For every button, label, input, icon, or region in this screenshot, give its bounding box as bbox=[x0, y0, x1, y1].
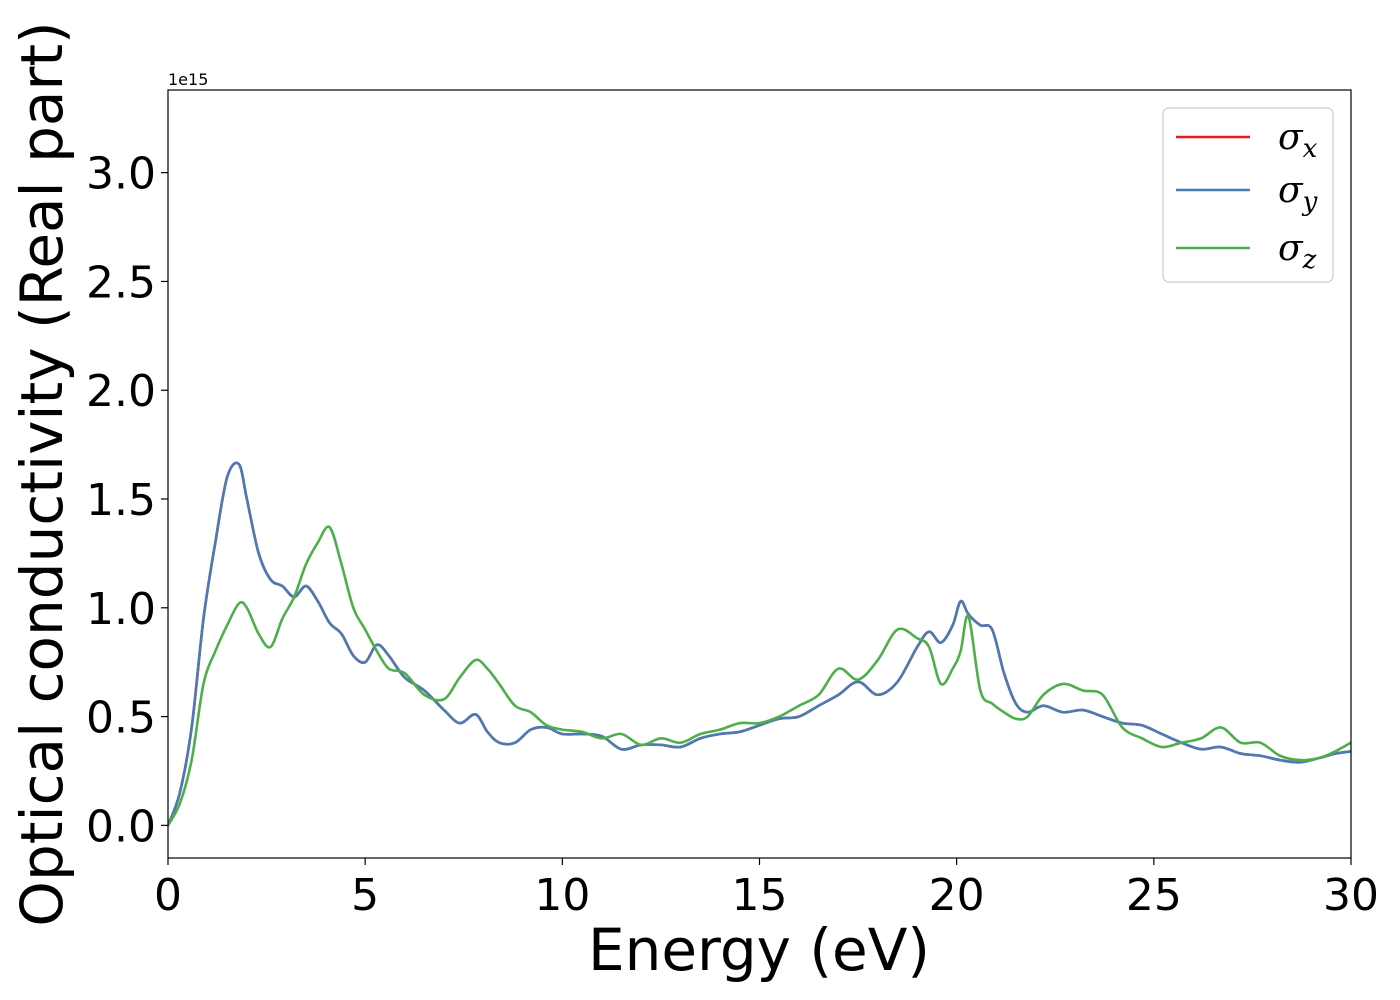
x-tick-label: 10 bbox=[534, 870, 590, 921]
series-line-sigma-y bbox=[168, 461, 1351, 827]
series-layer bbox=[168, 461, 1351, 827]
x-tick-label: 15 bbox=[732, 870, 788, 921]
y-tick-label: 2.0 bbox=[86, 366, 156, 417]
series-line-sigma-x bbox=[168, 461, 1351, 827]
y-axis-title: Optical conductivity (Real part) bbox=[8, 21, 76, 926]
x-axis-title: Energy (eV) bbox=[588, 916, 930, 984]
legend: σx σy σz bbox=[1162, 107, 1334, 283]
y-tick-label: 1.0 bbox=[86, 584, 156, 635]
x-tick-label: 0 bbox=[154, 870, 182, 921]
x-tick-label: 25 bbox=[1126, 870, 1182, 921]
y-tick-label: 3.0 bbox=[86, 149, 156, 200]
y-tick-label: 0.0 bbox=[86, 801, 156, 852]
x-tick-label: 5 bbox=[351, 870, 379, 921]
y-axis: 0.0 0.5 1.0 1.5 2.0 2.5 3.0 bbox=[86, 149, 168, 852]
x-tick-label: 30 bbox=[1323, 870, 1379, 921]
legend-entries: σx σy σz bbox=[1176, 117, 1318, 275]
x-axis: 0 5 10 15 20 25 30 bbox=[154, 858, 1379, 921]
legend-label-sigma-z: σz bbox=[1278, 228, 1317, 275]
legend-box bbox=[1162, 107, 1334, 283]
legend-label-sigma-x: σx bbox=[1278, 117, 1318, 164]
y-tick-label: 0.5 bbox=[86, 693, 156, 744]
y-tick-label: 2.5 bbox=[86, 257, 156, 308]
legend-label-sigma-y: σy bbox=[1278, 170, 1318, 217]
series-line-sigma-z bbox=[168, 525, 1351, 827]
y-tick-label: 1.5 bbox=[86, 475, 156, 526]
x-tick-label: 20 bbox=[929, 870, 985, 921]
y-offset-label: 1e15 bbox=[168, 70, 208, 89]
